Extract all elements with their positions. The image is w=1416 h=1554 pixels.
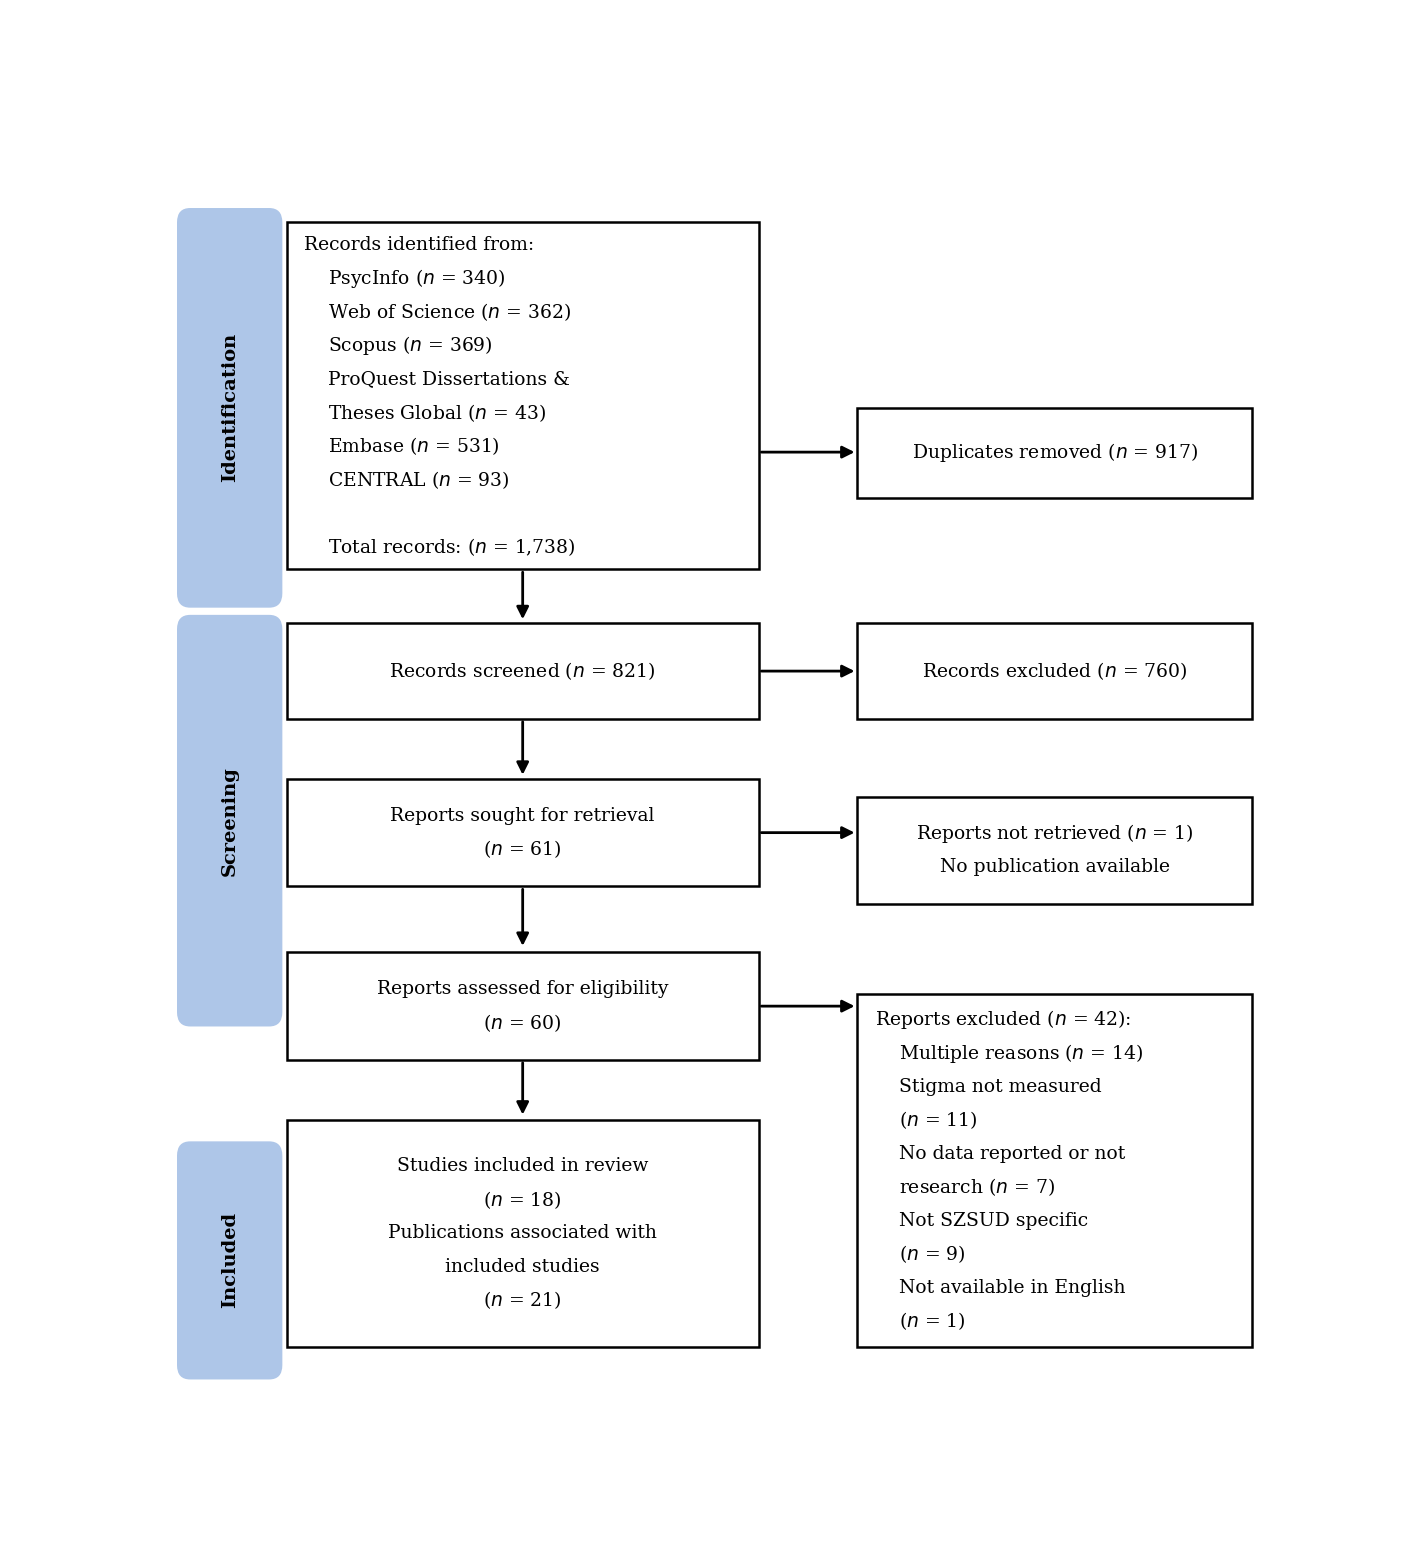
Text: Total records: ($n$ = 1,738): Total records: ($n$ = 1,738) — [329, 536, 576, 558]
Text: Web of Science ($n$ = 362): Web of Science ($n$ = 362) — [329, 301, 572, 323]
Text: ($n$ = 11): ($n$ = 11) — [899, 1110, 977, 1131]
Text: Duplicates removed ($n$ = 917): Duplicates removed ($n$ = 917) — [912, 441, 1198, 465]
Text: Multiple reasons ($n$ = 14): Multiple reasons ($n$ = 14) — [899, 1041, 1143, 1064]
Text: research ($n$ = 7): research ($n$ = 7) — [899, 1176, 1055, 1198]
Text: ($n$ = 61): ($n$ = 61) — [483, 839, 562, 861]
Text: CENTRAL ($n$ = 93): CENTRAL ($n$ = 93) — [329, 469, 510, 491]
Text: ProQuest Dissertations &: ProQuest Dissertations & — [329, 370, 571, 388]
Text: No publication available: No publication available — [940, 858, 1170, 876]
Text: Screening: Screening — [221, 766, 239, 875]
FancyBboxPatch shape — [177, 208, 282, 608]
Text: ($n$ = 1): ($n$ = 1) — [899, 1310, 966, 1332]
Text: Records screened ($n$ = 821): Records screened ($n$ = 821) — [389, 660, 656, 682]
Text: Theses Global ($n$ = 43): Theses Global ($n$ = 43) — [329, 402, 547, 424]
Text: ($n$ = 21): ($n$ = 21) — [483, 1290, 562, 1312]
FancyBboxPatch shape — [177, 615, 282, 1027]
Text: No data reported or not: No data reported or not — [899, 1145, 1126, 1162]
Text: Stigma not measured: Stigma not measured — [899, 1078, 1102, 1096]
Text: ($n$ = 9): ($n$ = 9) — [899, 1243, 966, 1265]
Bar — [858, 407, 1252, 497]
Text: Studies included in review: Studies included in review — [396, 1158, 649, 1175]
Text: Records identified from:: Records identified from: — [304, 236, 534, 255]
Text: Records excluded ($n$ = 760): Records excluded ($n$ = 760) — [922, 660, 1188, 682]
Text: Identification: Identification — [221, 333, 239, 482]
Text: Reports excluded ($n$ = 42):: Reports excluded ($n$ = 42): — [875, 1009, 1131, 1032]
Text: PsycInfo ($n$ = 340): PsycInfo ($n$ = 340) — [329, 267, 506, 291]
Text: Reports assessed for eligibility: Reports assessed for eligibility — [377, 981, 668, 998]
Bar — [858, 797, 1252, 904]
Bar — [286, 953, 759, 1060]
Bar — [858, 995, 1252, 1347]
Text: ($n$ = 60): ($n$ = 60) — [483, 1012, 562, 1033]
Text: Included: Included — [221, 1212, 239, 1308]
Bar — [286, 623, 759, 720]
Text: Not SZSUD specific: Not SZSUD specific — [899, 1212, 1089, 1229]
Text: Not available in English: Not available in English — [899, 1279, 1126, 1298]
Text: Embase ($n$ = 531): Embase ($n$ = 531) — [329, 435, 500, 457]
Text: Publications associated with: Publications associated with — [388, 1225, 657, 1243]
Bar — [286, 779, 759, 886]
Bar — [286, 222, 759, 569]
FancyBboxPatch shape — [177, 1141, 282, 1380]
Text: Scopus ($n$ = 369): Scopus ($n$ = 369) — [329, 334, 493, 357]
Text: Reports sought for retrieval: Reports sought for retrieval — [391, 807, 654, 825]
Text: included studies: included studies — [446, 1259, 600, 1276]
Bar — [858, 623, 1252, 720]
Text: Reports not retrieved ($n$ = 1): Reports not retrieved ($n$ = 1) — [916, 822, 1194, 845]
Text: ($n$ = 18): ($n$ = 18) — [483, 1189, 562, 1211]
Bar — [286, 1120, 759, 1347]
